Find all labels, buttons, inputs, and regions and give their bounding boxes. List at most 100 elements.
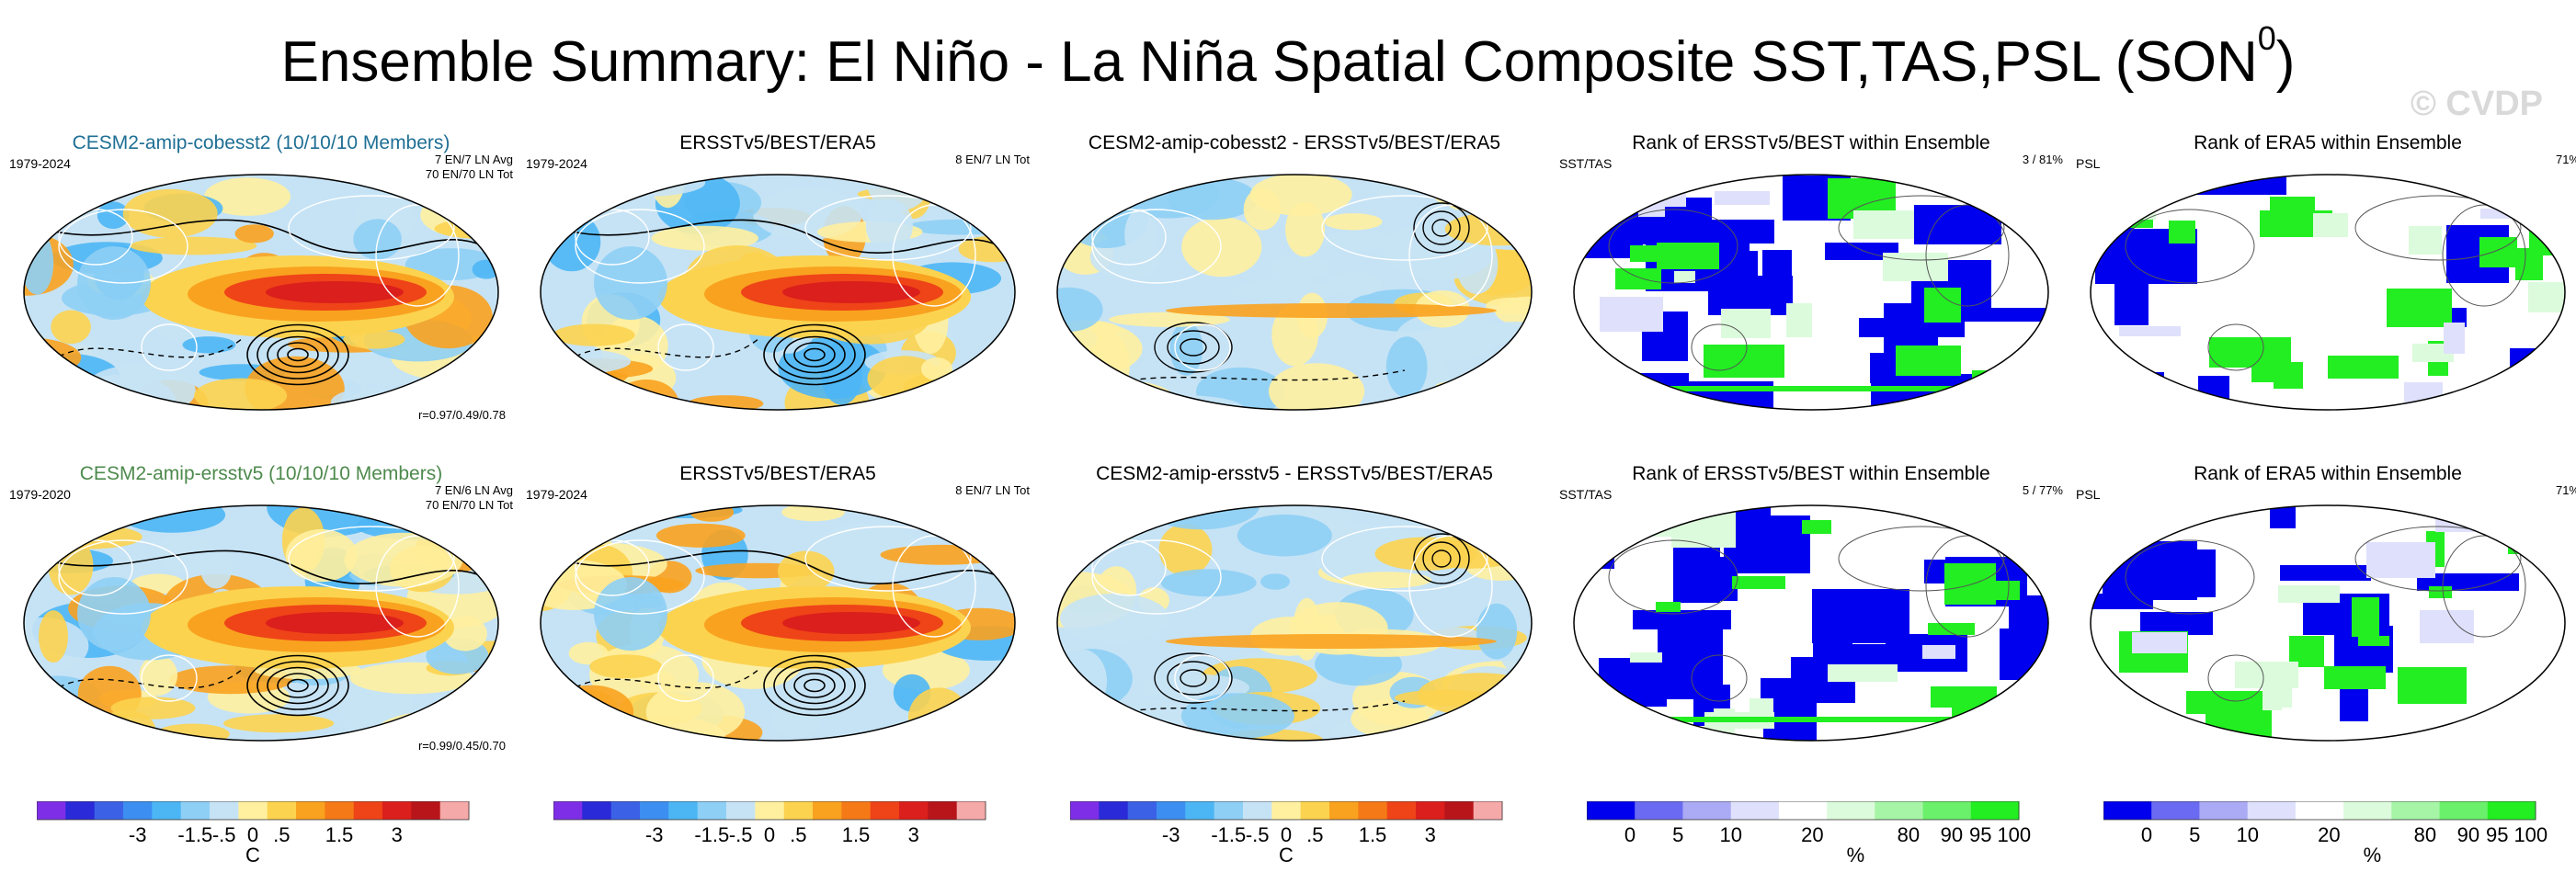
- colorbar-swatch: [1635, 801, 1683, 820]
- colorbar-tick-label: 100: [1997, 823, 2031, 846]
- colorbar-swatch: [37, 801, 66, 820]
- colorbar-swatch: [582, 801, 612, 820]
- colorbar-unit: %: [1847, 844, 1865, 867]
- colorbar-2: -3 -1.5 -.5 0 .5 1.5 3: [553, 801, 1068, 884]
- panel-period: 1979-2024: [9, 156, 71, 171]
- panel-info: 8 EN/7 LN Tot: [955, 483, 1030, 497]
- panel-period: 1979-2020: [9, 487, 71, 502]
- colorbar-tick-label: 1.5: [325, 823, 354, 846]
- panel-title: CESM2-amip-ersstv5 - ERSSTv5/BEST/ERA5: [1096, 463, 1493, 484]
- colorbar-swatch: [1185, 801, 1215, 820]
- colorbar-swatch: [755, 801, 785, 820]
- panel-title: Rank of ERSSTv5/BEST within Ensemble: [1632, 132, 1990, 153]
- panel-title: CESM2-amip-cobesst2 (10/10/10 Members): [72, 132, 450, 153]
- colorbar-unit: C: [245, 844, 260, 867]
- panel-title: Rank of ERSSTv5/BEST within Ensemble: [1632, 463, 1990, 484]
- colorbar-swatch: [1730, 801, 1780, 820]
- colorbar-swatch: [1127, 801, 1157, 820]
- colorbar-swatch: [1875, 801, 1923, 820]
- colorbar-swatch: [1243, 801, 1272, 820]
- colorbar-swatch: [870, 801, 900, 820]
- panel-info: 71%: [2555, 483, 2576, 497]
- colorbar-swatch: [2487, 801, 2536, 820]
- map-2: [540, 174, 1016, 411]
- colorbar-swatch: [296, 801, 325, 820]
- colorbar-swatch: [668, 801, 699, 820]
- colorbar-4: 0 5 10 20 80 90 95 100%: [1587, 801, 2102, 884]
- colorbar-tick-label: .5: [273, 823, 290, 846]
- map-panel-1: CESM2-amip-cobesst2 (10/10/10 Members) 19…: [4, 132, 519, 481]
- colorbar-swatch: [928, 801, 958, 820]
- panel-title: ERSSTv5/BEST/ERA5: [679, 132, 876, 153]
- colorbar-swatch: [640, 801, 669, 820]
- colorbar-swatch: [1300, 801, 1330, 820]
- map-panel-10: Rank of ERA5 within Ensemble PSL 71%: [2070, 463, 2576, 812]
- colorbar-tick-label: -1.5: [694, 823, 729, 846]
- panel-info: 71%: [2555, 153, 2576, 166]
- colorbar-swatch: [2343, 801, 2392, 820]
- map-10: [2090, 504, 2566, 742]
- colorbar-swatch: [1444, 801, 1475, 820]
- colorbar-swatch: [238, 801, 268, 820]
- panel-title: Rank of ERA5 within Ensemble: [2194, 132, 2462, 153]
- map-panel-4: Rank of ERSSTv5/BEST within Ensemble SST/…: [1554, 132, 2069, 481]
- colorbar-swatch: [1778, 801, 1828, 820]
- panel-period: SST/TAS: [1559, 487, 1613, 502]
- colorbar-swatch: [439, 801, 470, 820]
- colorbar-swatch: [2151, 801, 2200, 820]
- map-panel-8: CESM2-amip-ersstv5 - ERSSTv5/BEST/ERA5: [1037, 463, 1552, 812]
- colorbar-swatch: [210, 801, 239, 820]
- colorbar-tick-label: 90: [1941, 823, 1963, 846]
- colorbar-tick-label: 0: [2141, 823, 2152, 846]
- colorbar-tick-label: 20: [1801, 823, 1823, 846]
- colorbar-swatch: [382, 801, 412, 820]
- map-panel-6: CESM2-amip-ersstv5 (10/10/10 Members) 197…: [4, 463, 519, 812]
- colorbar-tick-label: 1.5: [1359, 823, 1387, 846]
- colorbar-tick-label: -1.5: [1211, 823, 1246, 846]
- colorbar-tick-label: -3: [645, 823, 664, 846]
- colorbar-swatch: [726, 801, 756, 820]
- colorbar-tick-label: 1.5: [842, 823, 871, 846]
- colorbar-swatch: [1070, 801, 1100, 820]
- colorbar-tick-label: 10: [1719, 823, 1741, 846]
- colorbar-tick-label: 0: [1281, 823, 1292, 846]
- map-5: [2090, 174, 2566, 411]
- colorbar-swatch: [1358, 801, 1388, 820]
- colorbar-swatch: [325, 801, 355, 820]
- colorbar-swatch: [180, 801, 211, 820]
- colorbar-tick-label: 5: [2189, 823, 2200, 846]
- colorbar-swatch: [2295, 801, 2344, 820]
- panel-stats: r=0.99/0.45/0.70: [417, 739, 506, 753]
- colorbar-tick-label: 0: [1624, 823, 1636, 846]
- colorbar-unit: C: [1279, 844, 1294, 867]
- panel-title: CESM2-amip-ersstv5 (10/10/10 Members): [79, 463, 443, 484]
- colorbar-swatch: [1587, 801, 1636, 820]
- colorbar-3: -3 -1.5 -.5 0 .5 1.5 3 C: [1070, 801, 1585, 884]
- colorbar-tick-label: 80: [2414, 823, 2436, 846]
- colorbar-tick-label: -.5: [1246, 823, 1270, 846]
- colorbar-tick-label: 0: [764, 823, 775, 846]
- panel-stats: r=0.97/0.49/0.78: [417, 408, 506, 422]
- colorbar-swatch: [1682, 801, 1732, 820]
- panel-info: 7 EN/6 LN Avg 70 EN/70 LN Tot: [425, 483, 513, 512]
- colorbar-swatch: [1329, 801, 1359, 820]
- map-panel-9: Rank of ERSSTv5/BEST within Ensemble SST/…: [1554, 463, 2069, 812]
- main-title: Ensemble Summary: El Niño - La Niña Spat…: [0, 22, 2576, 97]
- colorbar-swatch: [94, 801, 124, 820]
- colorbar-tick-label: .5: [1306, 823, 1323, 846]
- colorbar-tick-label: 80: [1898, 823, 1920, 846]
- colorbar-swatch: [1214, 801, 1244, 820]
- map-4: [1573, 174, 2049, 411]
- colorbar-swatch: [152, 801, 182, 820]
- main-title-text: Ensemble Summary: El Niño - La Niña Spat…: [280, 30, 2258, 94]
- colorbar-swatch: [1416, 801, 1445, 820]
- colorbar-tick-label: 95: [1969, 823, 1991, 846]
- colorbar-tick-label: -.5: [212, 823, 236, 846]
- colorbar-swatch: [1386, 801, 1417, 820]
- colorbar-tick-label: 5: [1672, 823, 1683, 846]
- map-6: [23, 504, 499, 742]
- colorbar-swatch: [2103, 801, 2152, 820]
- map-9: [1573, 504, 2049, 742]
- colorbar-swatch: [2199, 801, 2249, 820]
- main-title-close: ): [2275, 30, 2296, 94]
